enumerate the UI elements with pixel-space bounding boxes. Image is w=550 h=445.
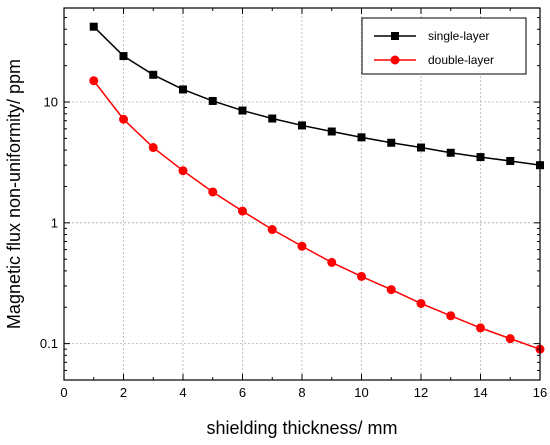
series-double-layer — [89, 76, 545, 354]
series-single-layer — [89, 22, 544, 170]
x-tick-label: 16 — [533, 385, 547, 400]
series-line-double-layer — [93, 80, 541, 350]
data-point-single-layer — [357, 133, 366, 142]
x-tick-label: 6 — [239, 385, 246, 400]
x-tick-label: 4 — [179, 385, 186, 400]
x-tick-label: 14 — [473, 385, 487, 400]
y-axis-label: Magnetic flux non-uniformity/ ppm — [4, 59, 24, 329]
data-point-double-layer — [267, 225, 277, 235]
data-point-double-layer — [416, 298, 426, 308]
legend: single-layer double-layer — [361, 17, 527, 75]
data-point-double-layer — [357, 271, 366, 281]
legend-label-single-layer: single-layer — [428, 29, 489, 43]
data-point-single-layer — [119, 52, 128, 61]
data-point-single-layer — [179, 85, 187, 94]
data-point-single-layer — [446, 148, 455, 157]
data-point-double-layer — [297, 241, 307, 251]
x-axis-label: shielding thickness/ mm — [206, 418, 397, 438]
data-point-double-layer — [178, 166, 188, 176]
data-point-single-layer — [417, 143, 425, 152]
data-point-double-layer — [386, 285, 396, 295]
data-point-single-layer — [89, 22, 98, 31]
legend-label-double-layer: double-layer — [428, 53, 494, 67]
data-point-single-layer — [268, 114, 277, 123]
x-tick-label: 8 — [298, 385, 305, 400]
legend-marker-double-layer — [390, 55, 400, 65]
data-point-double-layer — [89, 76, 99, 86]
x-tick-label: 0 — [60, 385, 67, 400]
data-point-single-layer — [506, 156, 515, 165]
data-point-double-layer — [446, 311, 456, 321]
data-point-double-layer — [238, 206, 247, 216]
data-point-double-layer — [505, 334, 515, 344]
data-point-single-layer — [298, 121, 306, 130]
data-point-double-layer — [327, 257, 337, 267]
x-tick-label: 2 — [120, 385, 127, 400]
legend-box — [361, 17, 527, 75]
data-point-double-layer — [208, 187, 218, 197]
data-point-single-layer — [208, 96, 217, 105]
x-tick-label: 10 — [354, 385, 368, 400]
data-point-single-layer — [327, 127, 336, 136]
data-point-double-layer — [476, 323, 485, 333]
plot-series — [89, 22, 545, 354]
data-point-single-layer — [476, 153, 485, 162]
data-point-single-layer — [149, 70, 158, 79]
y-tick-label: 0.1 — [40, 336, 58, 351]
y-tick-label: 10 — [44, 95, 58, 110]
y-tick-label: 1 — [51, 215, 58, 230]
data-point-single-layer — [387, 138, 396, 147]
data-point-double-layer — [119, 114, 128, 124]
axis-ticks: 0 2 4 6 8 10 12 14 16 0.1 1 10 — [40, 7, 547, 400]
series-line-single-layer — [93, 26, 541, 166]
legend-marker-single-layer — [391, 32, 399, 40]
data-point-single-layer — [238, 106, 247, 115]
x-tick-label: 12 — [414, 385, 428, 400]
data-point-double-layer — [148, 143, 158, 153]
